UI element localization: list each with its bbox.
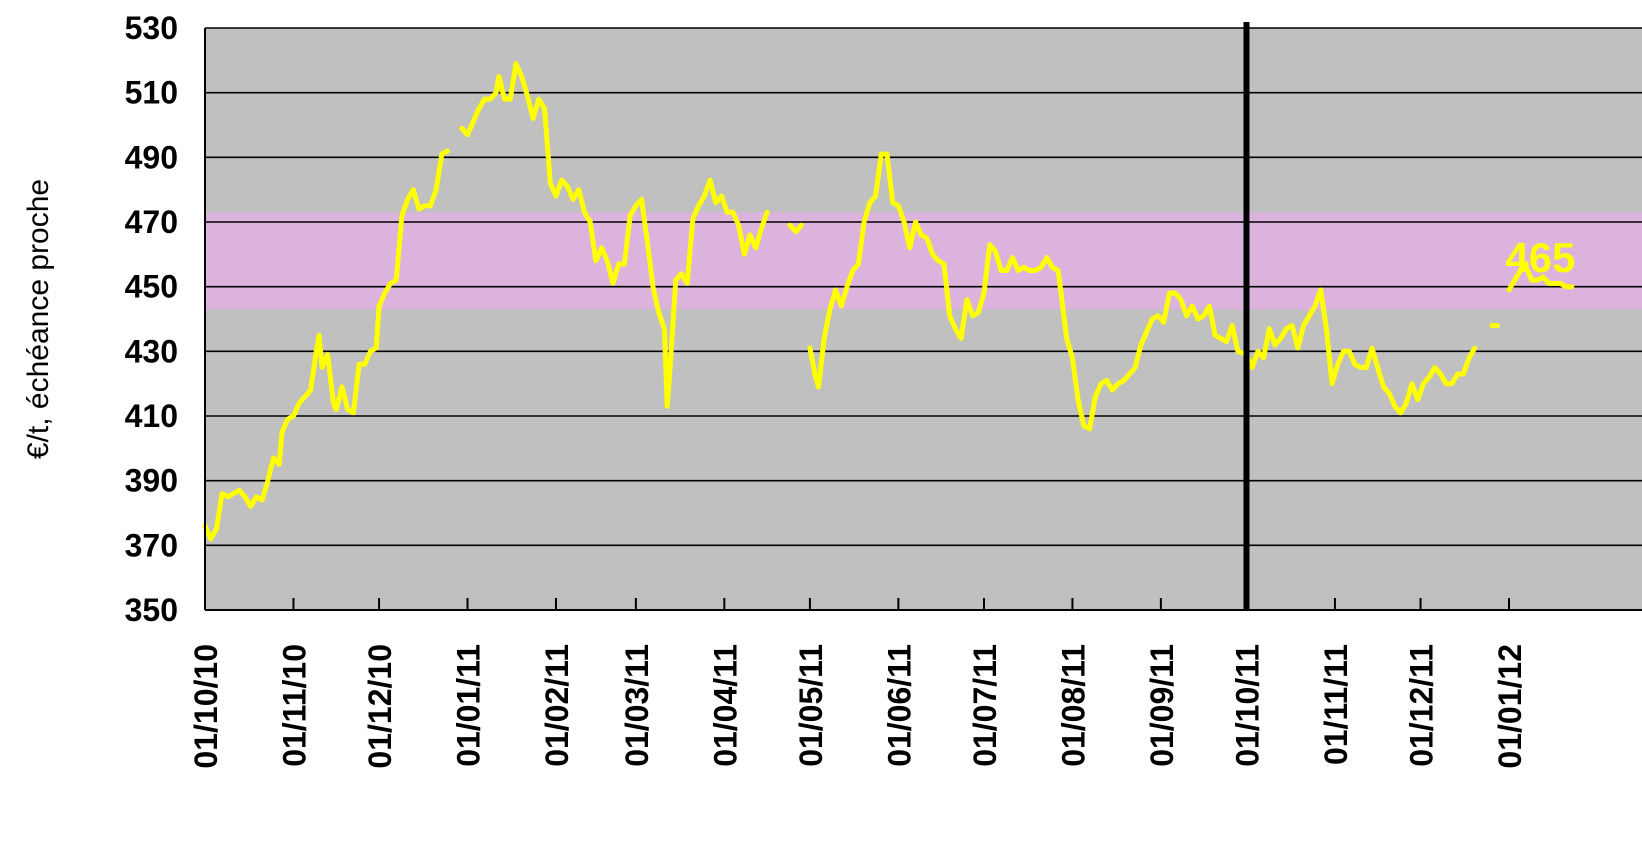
series-line-segment-6: [1506, 264, 1575, 293]
gridlines: [205, 27, 1642, 547]
y-tick-label-370: 370: [125, 527, 178, 563]
y-tick-label-490: 490: [125, 139, 178, 175]
x-tick-label-01/01/12: 01/01/12: [1492, 644, 1528, 769]
x-tick-label-01/09/11: 01/09/11: [1144, 644, 1180, 767]
x-tick-label-01/12/10: 01/12/10: [362, 644, 398, 769]
y-tick-label-410: 410: [125, 398, 178, 434]
y-tick-label-430: 430: [125, 333, 178, 369]
y-tick-label-450: 450: [125, 269, 178, 305]
y-tick-label-390: 390: [125, 463, 178, 499]
y-axis-title: €/t, échéance proche: [22, 179, 55, 459]
y-tick-labels: 350 370 390 410 430 450 470 490 510 530: [125, 10, 178, 628]
y-tick-label-470: 470: [125, 204, 178, 240]
plot-background: [205, 28, 1642, 610]
x-tick-label-01/08/11: 01/08/11: [1055, 644, 1091, 767]
series-line-segment-3: [787, 222, 804, 235]
series-line: [202, 61, 1575, 542]
x-tick-label-01/03/11: 01/03/11: [619, 644, 655, 767]
x-tick-label-01/07/11: 01/07/11: [967, 644, 1003, 767]
y-tick-label-350: 350: [125, 592, 178, 628]
y-tick-label-510: 510: [125, 75, 178, 111]
x-tick-label-01/01/11: 01/01/11: [451, 644, 487, 767]
last-value-annotation: 465: [1505, 234, 1575, 281]
x-tick-label-01/11/10: 01/11/10: [276, 644, 312, 767]
series-line-segment-2: [459, 61, 770, 409]
x-tick-label-01/12/11: 01/12/11: [1404, 644, 1440, 767]
x-tick-label-01/02/11: 01/02/11: [539, 644, 575, 767]
series-line-segment-4: [807, 151, 1478, 432]
series-line-segment-1: [202, 148, 450, 542]
highlight-band: [205, 212, 1642, 310]
x-tick-label-01/04/11: 01/04/11: [707, 644, 743, 767]
x-tick-label-01/10/11: 01/10/11: [1229, 644, 1265, 767]
y-tick-label-530: 530: [125, 10, 178, 46]
x-tick-label-01/05/11: 01/05/11: [793, 644, 829, 767]
x-tick-label-01/10/10: 01/10/10: [188, 644, 224, 769]
x-tick-labels: 01/10/10 01/11/10 01/12/10 01/01/11 01/02/11…: [188, 644, 1528, 769]
x-tick-label-01/11/11: 01/11/11: [1318, 644, 1354, 765]
x-tick-label-01/06/11: 01/06/11: [881, 644, 917, 767]
